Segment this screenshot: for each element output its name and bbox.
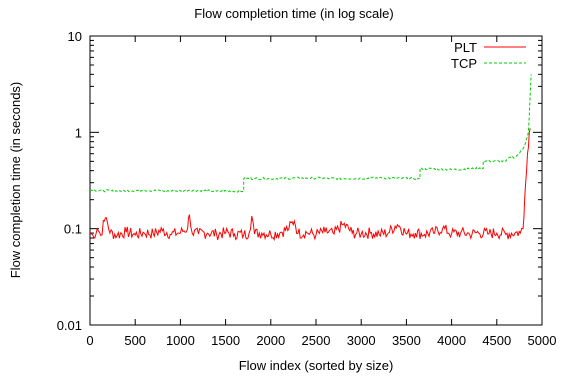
y-tick-label: 0.01: [57, 318, 82, 333]
x-axis-title: Flow index (sorted by size): [239, 358, 394, 373]
legend-item-plt: PLT: [454, 40, 526, 55]
series-layer: [89, 74, 532, 242]
y-tick-label: 10: [68, 29, 82, 44]
x-tick-label: 1500: [211, 333, 240, 348]
x-tick-label: 3000: [347, 333, 376, 348]
x-tick-label: 2500: [302, 333, 331, 348]
legend-label-plt: PLT: [454, 40, 477, 55]
series-line-plt: [89, 128, 531, 242]
legend-item-tcp: TCP: [451, 56, 526, 71]
x-tick-label: 5000: [528, 333, 557, 348]
legend: PLT TCP: [451, 40, 526, 71]
x-tick-label: 3500: [392, 333, 421, 348]
x-tick-label: 500: [124, 333, 146, 348]
x-tick-label: 1000: [166, 333, 195, 348]
y-axis-title: Flow completion time (in seconds): [8, 82, 23, 279]
y-tick-label: 0.1: [64, 222, 82, 237]
legend-label-tcp: TCP: [451, 56, 477, 71]
x-tick-label: 4500: [482, 333, 511, 348]
x-tick-label: 4000: [437, 333, 466, 348]
x-tick-label: 2000: [256, 333, 285, 348]
plot-frame: [89, 35, 543, 326]
series-line-tcp: [90, 74, 532, 193]
x-axis: 0 500 1000 1500 2000 2500 3000 3500 4000 4500 5000: [86, 36, 556, 348]
chart-title: Flow completion time (in log scale): [194, 6, 393, 21]
y-axis: 0.01 0.1 1 10: [57, 29, 542, 333]
x-tick-label: 0: [86, 333, 93, 348]
y-tick-label: 1: [75, 125, 82, 140]
